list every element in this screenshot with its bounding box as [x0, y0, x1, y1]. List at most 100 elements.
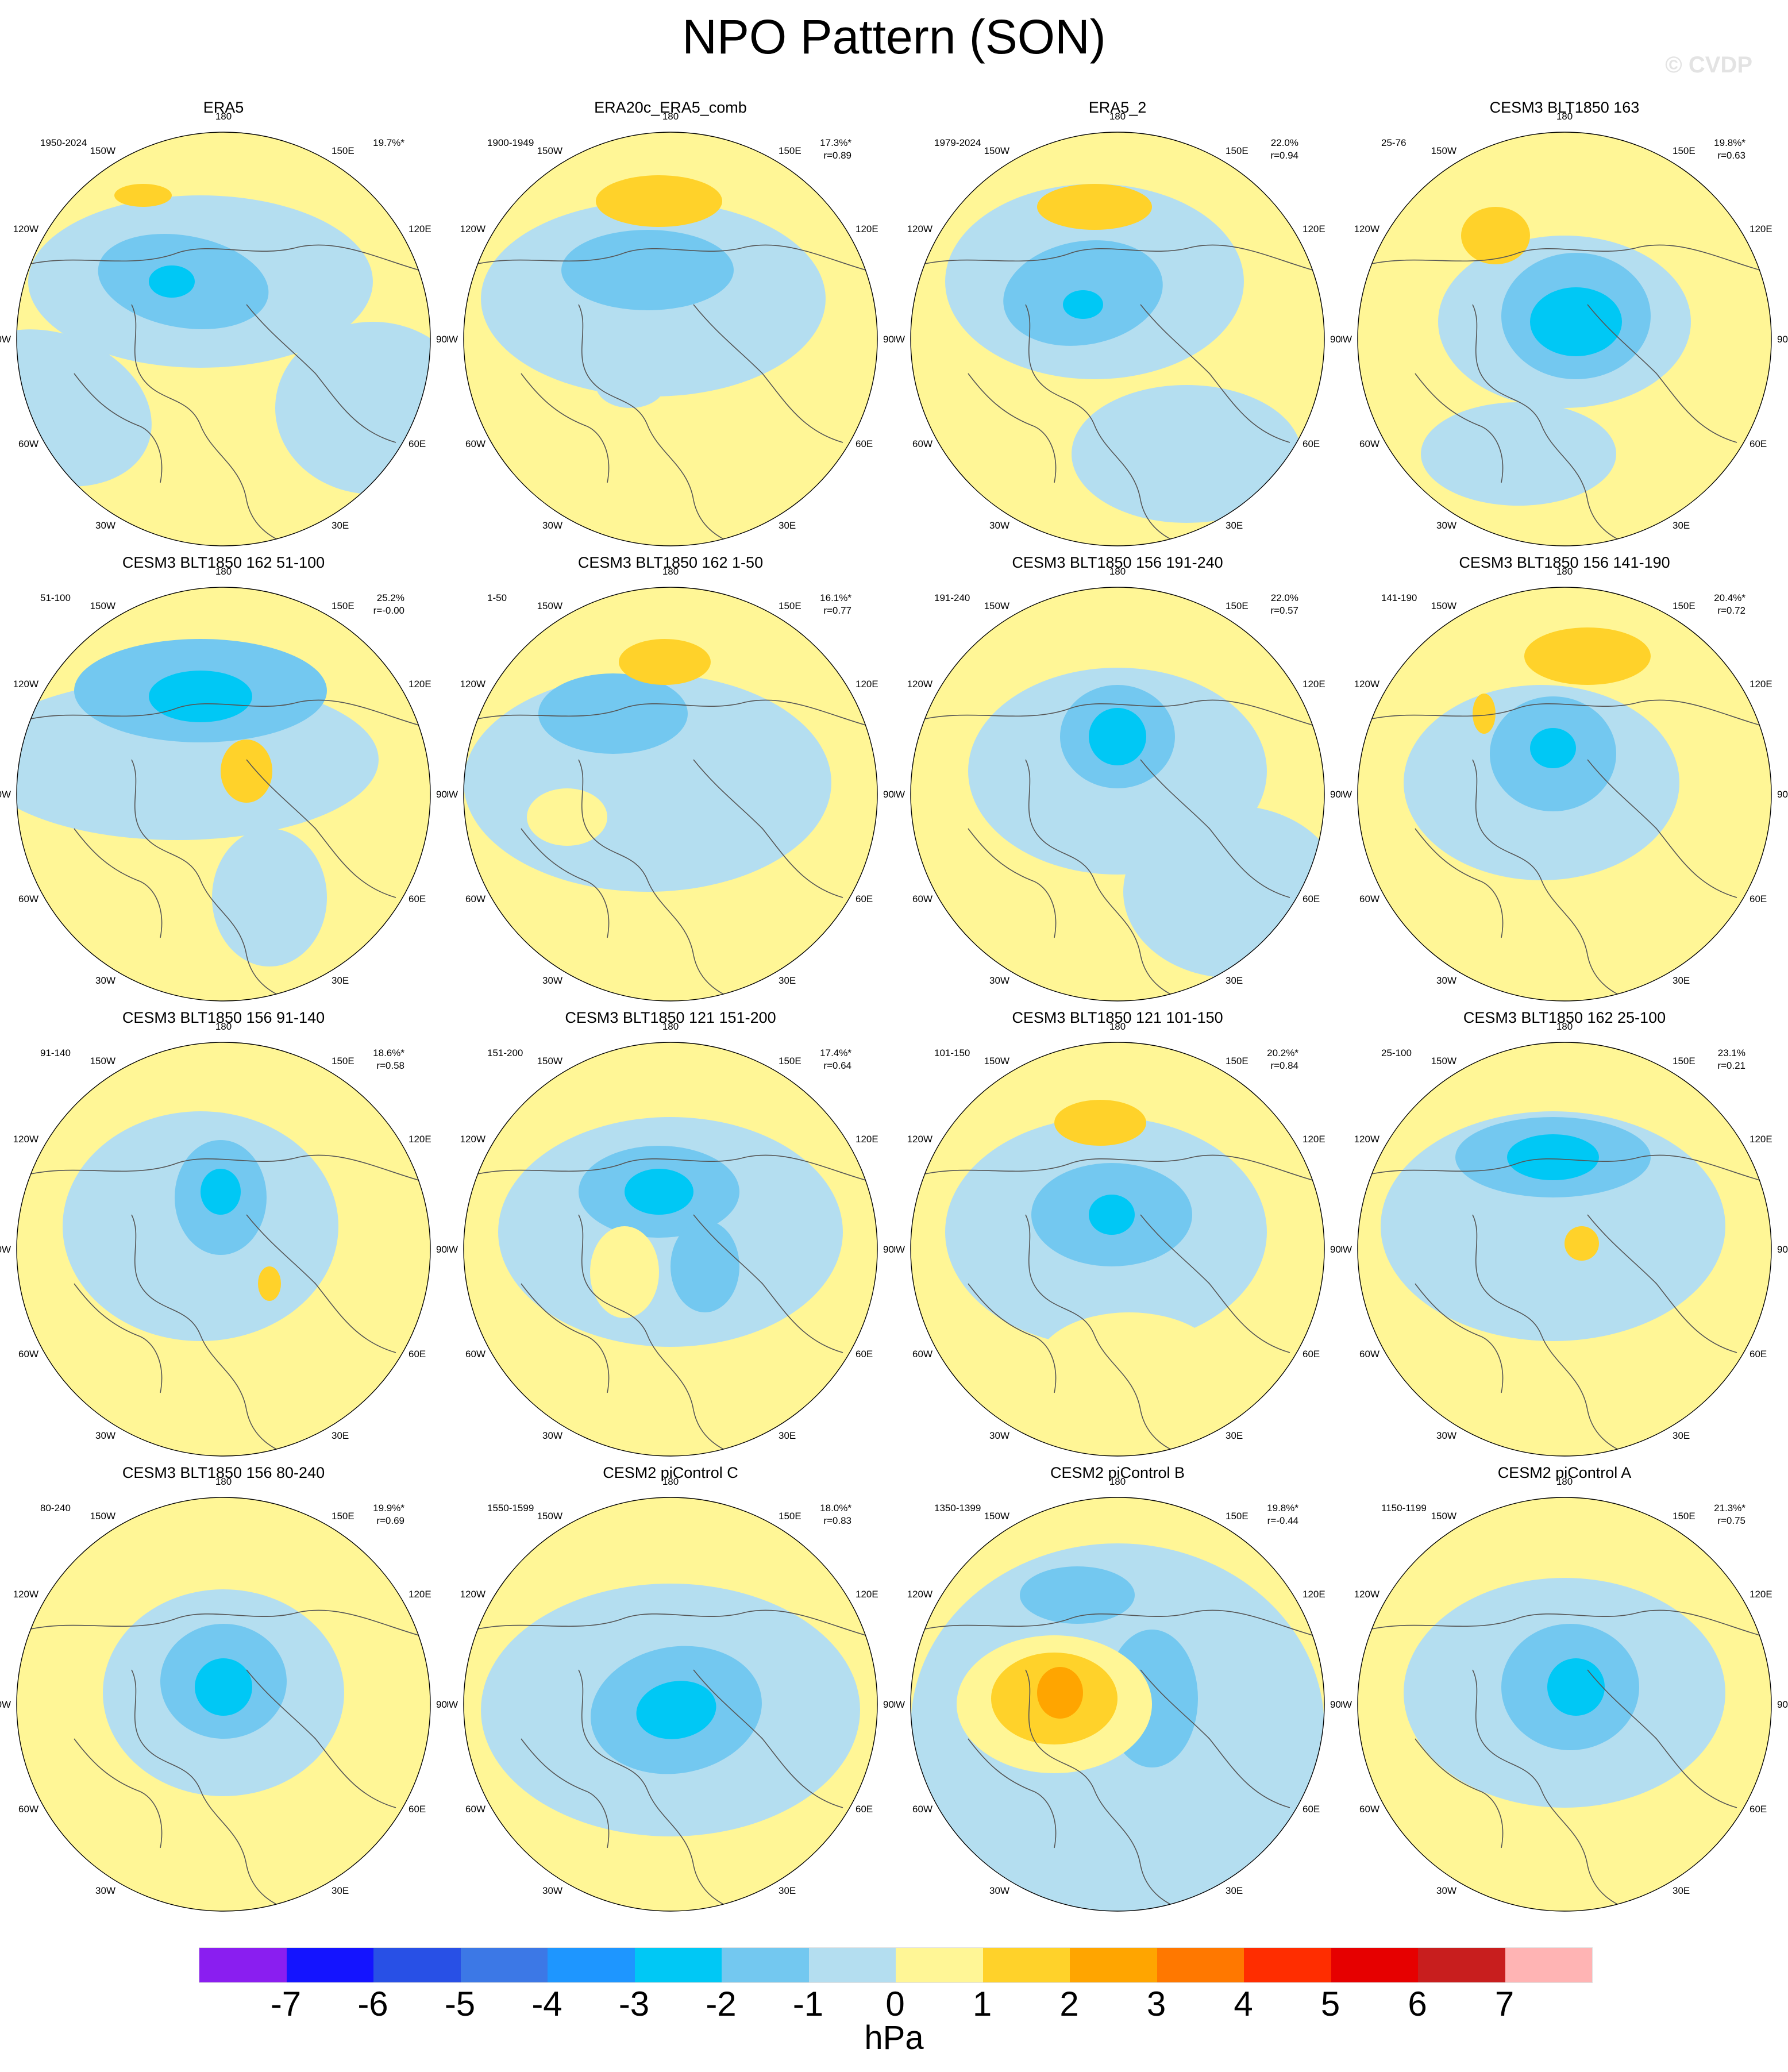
longitude-label: 30W — [1436, 520, 1456, 531]
coastline-hudson-bay — [74, 828, 163, 938]
panel-title: CESM3 BLT1850 156 91-140 — [122, 1009, 325, 1026]
longitude-label: 30E — [332, 520, 349, 531]
longitude-label: 150W — [1431, 600, 1456, 611]
longitude-label: 120E — [856, 679, 878, 690]
period-label: 25-100 — [1381, 1047, 1412, 1058]
longitude-label: 120W — [907, 224, 932, 234]
polar-map: 1800150W150E120W120E90W90E60W60E30W30E19… — [894, 111, 1341, 546]
longitude-label: 120E — [409, 1134, 431, 1145]
correlation-label: r=0.94 — [1270, 150, 1298, 161]
longitude-label: 150W — [1431, 145, 1456, 156]
coastline-hudson-bay — [521, 1283, 610, 1393]
longitude-label: 150E — [1226, 600, 1248, 611]
anomaly-neg-europe — [670, 1220, 739, 1312]
longitude-label: 150W — [984, 600, 1009, 611]
coastline-greenland-europe — [1472, 1669, 1634, 1911]
longitude-label: 150W — [984, 1056, 1009, 1066]
period-label: 1550-1599 — [487, 1503, 534, 1513]
longitude-label: 90E — [436, 789, 447, 800]
anomaly-neg-europe — [212, 829, 327, 966]
longitude-label: 90E — [1330, 1699, 1341, 1710]
colorbar-segment — [286, 1948, 373, 1982]
period-label: 1150-1199 — [1381, 1503, 1427, 1513]
map-panel: CESM3 BLT1850 156 91-1401800150W150E120W… — [0, 1008, 447, 1463]
coastline-north-america-asia — [28, 699, 419, 726]
coastline-north-america-asia — [28, 1154, 419, 1181]
longitude-label: 30E — [779, 1430, 796, 1441]
coastlines — [1369, 699, 1760, 1001]
coastline-greenland-europe — [131, 1669, 293, 1911]
longitude-label: 30W — [1436, 1430, 1456, 1441]
coastline-siberia — [1587, 759, 1737, 898]
period-label: 1900-1949 — [487, 137, 534, 148]
longitude-label: 90W — [447, 789, 458, 800]
longitude-label: 180 — [215, 1021, 232, 1032]
correlation-label: r=-0.44 — [1267, 1515, 1298, 1526]
coastline-north-america-asia — [28, 244, 419, 271]
longitude-label: 90W — [894, 334, 905, 345]
period-label: 151-200 — [487, 1047, 523, 1058]
longitude-label: 150W — [537, 600, 562, 611]
coastline-north-america-asia — [922, 244, 1313, 271]
anomaly-neg-max — [1507, 1134, 1599, 1180]
coastline-greenland-europe — [131, 759, 293, 1001]
coastline-north-america-asia — [475, 1609, 866, 1636]
panel-title: ERA5_2 — [1088, 99, 1147, 116]
coastline-greenland-europe — [1025, 1214, 1187, 1456]
variance-label: 18.0%* — [820, 1503, 851, 1513]
variance-label: 23.1% — [1718, 1047, 1745, 1058]
coastline-north-america-asia — [1369, 1609, 1760, 1636]
longitude-label: 150E — [1673, 1056, 1695, 1066]
map-panel: CESM2 piControl C1800150W150E120W120E90W… — [447, 1463, 894, 1918]
longitude-label: 150W — [1431, 1056, 1456, 1066]
colorbar-tick-label: -3 — [618, 1985, 650, 2023]
longitude-label: 60E — [856, 1804, 873, 1815]
coastline-north-america-asia — [922, 1154, 1313, 1181]
period-label: 1-50 — [487, 592, 507, 603]
anomaly-neg-max — [149, 671, 252, 722]
longitude-label: 90W — [894, 789, 905, 800]
longitude-label: 90E — [883, 1699, 894, 1710]
longitude-label: 90W — [447, 334, 458, 345]
longitude-label: 180 — [215, 111, 232, 122]
longitude-label: 150E — [1673, 1511, 1695, 1522]
panel-title: ERA5 — [203, 99, 244, 116]
polar-map: 1800150W150E120W120E90W90E60W60E30W30E19… — [447, 111, 894, 546]
map-field — [17, 1042, 430, 1456]
longitude-label: 90E — [1777, 334, 1788, 345]
anomaly-pos-pacific — [1524, 627, 1651, 685]
map-boundary — [910, 1042, 1325, 1457]
panel-title: CESM3 BLT1850 162 51-100 — [122, 554, 325, 571]
longitude-label: 120W — [1354, 1134, 1379, 1145]
coastline-greenland-europe — [1472, 304, 1634, 546]
longitude-label: 90E — [1777, 1244, 1788, 1255]
longitude-label: 150E — [1226, 145, 1248, 156]
polar-map: 1800150W150E120W120E90W90E60W60E30W30E15… — [447, 1021, 894, 1457]
longitude-label: 120E — [1303, 1134, 1325, 1145]
polar-map: 1800150W150E120W120E90W90E60W60E30W30E25… — [1341, 111, 1788, 546]
correlation-label: r=0.84 — [1270, 1060, 1298, 1071]
longitude-label: 60W — [1359, 893, 1379, 904]
coastlines — [28, 1154, 419, 1456]
coastline-siberia — [693, 759, 843, 898]
anomaly-neg-max — [1530, 287, 1622, 356]
longitude-label: 30E — [1226, 1885, 1243, 1896]
anomaly-neg-max — [1530, 728, 1576, 768]
coastline-hudson-bay — [74, 1283, 163, 1393]
map-panel: CESM3 BLT1850 121 151-2001800150W150E120… — [447, 1008, 894, 1463]
colorbar-segment — [460, 1948, 548, 1982]
variance-label: 20.4%* — [1714, 592, 1745, 603]
coastlines — [28, 1609, 419, 1911]
longitude-label: 120E — [409, 679, 431, 690]
colorbar-tick-label: -1 — [792, 1985, 824, 2023]
correlation-label: r=0.21 — [1717, 1060, 1745, 1071]
longitude-label: 120E — [409, 224, 431, 234]
longitude-label: 60E — [856, 438, 873, 449]
coastline-north-america-asia — [475, 699, 866, 726]
longitude-label: 60W — [465, 1349, 485, 1359]
longitude-label: 90W — [447, 1244, 458, 1255]
coastline-hudson-bay — [1415, 1738, 1504, 1848]
anomaly-neg-max — [1547, 1658, 1605, 1716]
panel-title: ERA20c_ERA5_comb — [594, 99, 747, 116]
coastline-siberia — [1140, 1669, 1290, 1808]
